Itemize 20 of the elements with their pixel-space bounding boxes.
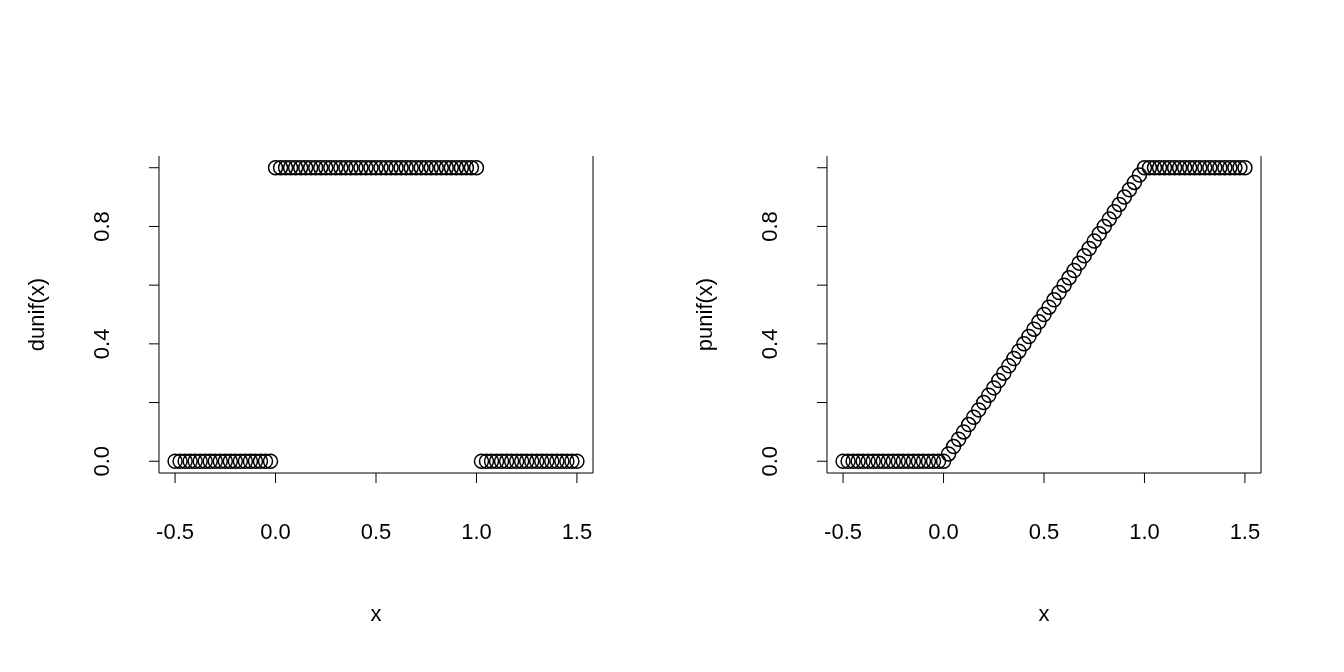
y-tick-label: 0.4 <box>89 328 114 360</box>
x-tick-label: 0.0 <box>928 518 959 544</box>
y-tick-label: 0.8 <box>89 211 114 242</box>
y-axis-title: punif(x) <box>691 277 717 352</box>
x-tick-label: 0.5 <box>1028 518 1060 544</box>
x-axis-title: x <box>1038 601 1050 626</box>
y-tick-label: 0.8 <box>757 211 782 242</box>
x-tick-label: 0.5 <box>360 518 392 544</box>
x-tick-label: 1.0 <box>1129 518 1160 544</box>
y-tick-label: 0.0 <box>757 445 782 477</box>
x-tick-label: -0.5 <box>156 518 195 544</box>
x-axis-title: x <box>370 601 382 626</box>
x-tick-label: -0.5 <box>824 518 863 544</box>
x-tick-label: 1.5 <box>1229 518 1261 544</box>
x-tick-label: 1.0 <box>461 518 492 544</box>
x-tick-label: 1.5 <box>561 518 593 544</box>
y-tick-label: 0.4 <box>757 328 782 360</box>
x-tick-label: 0.0 <box>260 518 291 544</box>
y-axis-title: dunif(x) <box>23 277 49 352</box>
y-tick-label: 0.0 <box>89 445 114 477</box>
